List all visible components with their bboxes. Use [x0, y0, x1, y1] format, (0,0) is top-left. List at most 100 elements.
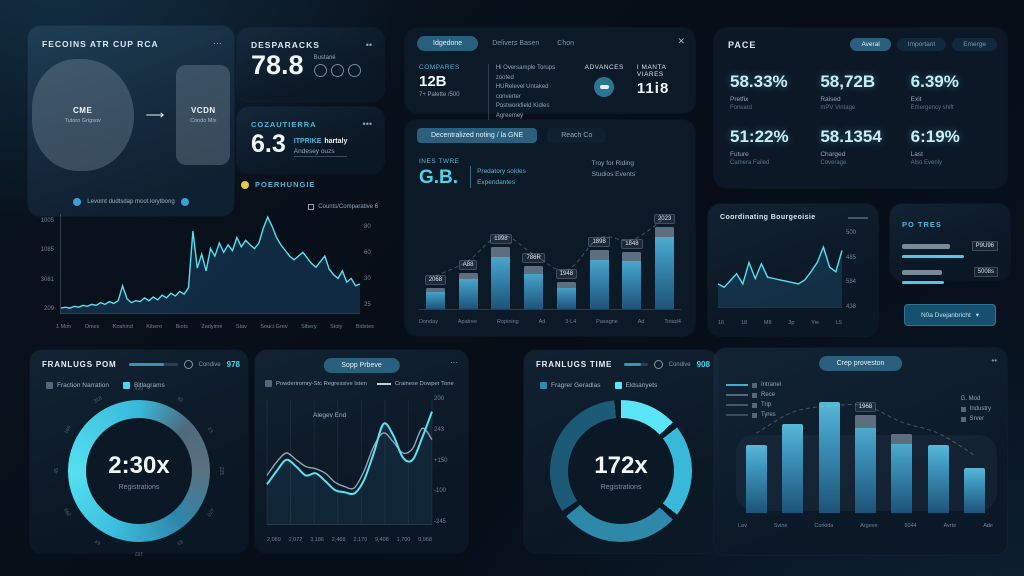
tick-label: Omes: [84, 324, 100, 330]
bar-column: 1968: [847, 402, 883, 513]
slider-value: 978: [226, 360, 240, 369]
menu-dots-icon[interactable]: ⋯: [450, 358, 458, 367]
legend-label: Counts/Comparative 6: [318, 204, 378, 210]
tab-idgedone[interactable]: Idgedone: [417, 36, 479, 51]
bar: [524, 266, 544, 309]
bar-column: A88: [452, 214, 485, 309]
tick-label: 485: [846, 254, 857, 261]
flow-panel-title: FECOINS ATR CUP RCA: [42, 38, 159, 49]
tick-label: Apatree: [457, 319, 478, 325]
donut-panel-title: FRANLUGS TIME: [536, 360, 613, 369]
tab-reach-co[interactable]: Reach Co: [547, 128, 607, 143]
flow-circle-node[interactable]: CME Tutoro Grigsov: [31, 59, 134, 171]
pace-panel: PACE Averal Important Emerge 58.33% Pret…: [714, 28, 1007, 188]
wave-panel-pill[interactable]: Sopp Prbeve: [323, 358, 400, 373]
bar: [622, 252, 642, 309]
legend-swatch-icon: [265, 380, 272, 387]
tick-label: Souci Grev: [260, 324, 288, 330]
bar: [927, 445, 949, 513]
menu-dots-icon[interactable]: ⋯: [213, 38, 222, 48]
posities-title: PO TRES: [902, 220, 942, 229]
tab-decentralized[interactable]: Decentralized noting / la GNE: [417, 128, 538, 143]
tick-label: Yie: [811, 320, 820, 326]
close-icon[interactable]: ✕: [677, 36, 685, 46]
tick-label: 30: [364, 276, 371, 282]
bar-cap: [491, 247, 511, 258]
bar-column: [774, 402, 810, 513]
menu-dots-icon[interactable]: •••: [362, 119, 372, 129]
compares-subtext: 7+ Palette /500: [419, 92, 460, 98]
pace-stat-value: 58,72B: [820, 72, 876, 91]
coordinating-line-chart: [717, 234, 843, 308]
pace-stat: 58.33% Pretfix Forward: [730, 72, 820, 111]
slider-value: 908: [696, 360, 710, 369]
tab-chon[interactable]: Chon: [557, 40, 575, 47]
progress-label: 5008s: [973, 267, 998, 277]
yellow-dot-icon: [241, 180, 249, 189]
bar-column: 1848: [616, 214, 649, 309]
tick-label: Ropining: [497, 319, 519, 325]
tick-label: Kibero: [146, 324, 163, 330]
chart-legend-right: G. Mod Industry Srver: [960, 396, 991, 422]
bar-value-badge: 1968: [854, 402, 877, 412]
pace-stat: 51:22% Future Camera Failed: [730, 127, 820, 166]
metric-subtext: Andesey ouzs: [293, 148, 348, 157]
tick-label: 3-L4: [565, 319, 577, 325]
legend-swatch-icon: [960, 416, 966, 422]
legend-item: Industry: [960, 406, 991, 412]
y-axis-right: 200 243 +150 -100 -245: [434, 396, 462, 525]
caret-down-icon: ▾: [975, 312, 980, 319]
slider-knob[interactable]: [183, 360, 193, 369]
tick-label: 3p: [788, 320, 795, 326]
invest-note-line: Troy for Riding: [591, 160, 635, 167]
bar-cap: [655, 227, 675, 237]
pace-stat-sublabel: Coverage: [820, 160, 847, 166]
bar: [425, 288, 445, 309]
invest-label: INES TWRE: [419, 158, 460, 165]
pill-averal[interactable]: Averal: [850, 38, 891, 51]
legend-swatch-icon: [960, 406, 966, 412]
pace-title: PACE: [728, 39, 757, 50]
stat-circle-icon[interactable]: [330, 64, 344, 77]
pace-stat: 58.1354 Charged Coverage: [820, 127, 910, 166]
menu-dots-icon[interactable]: ••: [365, 40, 372, 50]
pill-emerge[interactable]: Emerge: [952, 38, 997, 51]
bar: [458, 272, 478, 309]
bar-value-badge: 2068: [424, 275, 447, 286]
slider-knob[interactable]: [653, 360, 663, 369]
pace-stat-label: Last: [910, 151, 923, 158]
dot-icon[interactable]: [180, 198, 189, 206]
advances-icon[interactable]: [594, 77, 615, 97]
dot-icon[interactable]: [73, 198, 82, 206]
bar-column: 2068: [419, 214, 452, 309]
bar-cap: [458, 272, 478, 280]
bar-panel-pill[interactable]: Crep proveston: [818, 356, 903, 371]
manta-viares-value: 11i8: [636, 80, 670, 97]
stat-circle-icon[interactable]: [313, 64, 327, 77]
slider-track: [624, 363, 648, 366]
flow-rect-node[interactable]: VCDN Coodo Mix: [176, 65, 231, 165]
pill-important[interactable]: Important: [896, 38, 947, 51]
tick-label: Ad: [538, 319, 546, 325]
bar-value-badge: 2023: [653, 214, 676, 224]
donut-center-value: 2:30x: [108, 451, 170, 479]
tick-label: Zadyime: [201, 324, 223, 330]
legend-item: Trip: [726, 402, 781, 408]
legend-swatch-icon: [752, 392, 757, 398]
tab-delivers[interactable]: Delivers Basen: [492, 40, 540, 47]
pace-stat-label: Pretfix: [730, 96, 749, 103]
bottom-bar-chart-panel: Crep proveston •• Intranel Rece Trip Tyr…: [714, 348, 1007, 555]
coordinating-title: Coordinating Bourgeoisie: [720, 214, 816, 221]
dropdown-button[interactable]: N0a Dvejanbricht ▾: [904, 304, 996, 326]
compares-value: 12B: [419, 73, 447, 90]
menu-dots-icon[interactable]: ••: [991, 356, 997, 365]
x-axis: 2,089 2,072 3,186 2,468 2,170 9,408 1,700 0,968: [267, 537, 432, 543]
pace-stat-value: 58.1354: [820, 127, 882, 146]
legend-swatch-icon: [752, 402, 757, 408]
invest-list-item: Expendantes: [477, 179, 516, 186]
tick-label: 438: [846, 303, 857, 310]
bar: [964, 467, 986, 513]
tick-label: 243: [434, 426, 445, 433]
tick-label: 1 Mon: [56, 324, 72, 330]
stat-circle-icon[interactable]: [347, 64, 361, 77]
